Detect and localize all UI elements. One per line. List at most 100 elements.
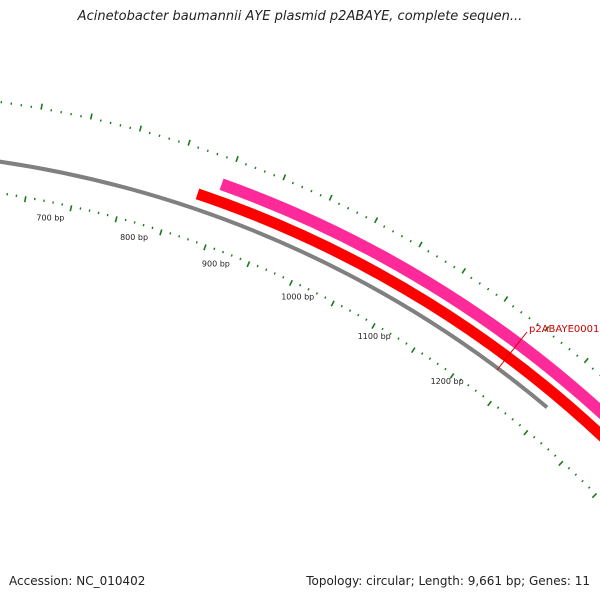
minor-tick [470,276,473,280]
minor-tick [133,221,136,224]
major-tick [418,241,423,248]
minor-tick [540,442,543,445]
major-tick [523,429,529,436]
minor-tick [168,137,171,140]
tick-label: 1200 bp [431,377,464,386]
minor-tick [239,257,242,261]
minor-tick [420,352,424,355]
major-tick [461,267,467,274]
major-tick [371,322,376,329]
minor-tick [119,124,122,127]
minor-tick [273,272,276,275]
minor-tick [213,247,216,251]
minor-tick [435,255,439,258]
minor-tick [587,486,591,489]
minor-tick [186,238,190,241]
minor-tick [553,454,557,457]
minor-tick [365,318,368,321]
minor-tick [263,170,266,173]
minor-tick [365,215,368,219]
minor-tick [273,174,276,177]
minor-tick [129,126,132,130]
minor-tick [576,354,579,357]
major-tick [114,216,118,223]
gene-arc-reverse[interactable] [195,188,600,462]
minor-tick [552,335,555,338]
minor-tick [99,119,102,122]
minor-tick [307,287,310,291]
minor-tick [79,207,82,210]
major-tick [591,492,598,499]
minor-tick [291,181,294,185]
minor-tick [109,121,112,125]
minor-tick [337,202,341,206]
major-tick [330,300,335,307]
tick-label: 800 bp [120,233,148,242]
major-tick [449,373,455,379]
minor-tick [511,305,515,308]
minor-tick [299,283,302,287]
minor-tick [444,260,447,264]
minor-tick [216,152,219,156]
minor-tick [495,293,498,297]
minor-tick [496,406,500,409]
minor-tick [528,316,531,320]
gene-label[interactable]: p2ABAYE0001 [529,324,599,335]
major-tick [503,296,509,302]
major-tick [89,113,93,120]
minor-tick [256,264,259,268]
major-tick [138,125,143,132]
minor-tick [511,418,514,421]
minor-tick [381,327,384,331]
minor-tick [88,209,91,212]
minor-tick [478,282,481,285]
minor-tick [282,276,285,279]
minor-tick [532,435,536,439]
major-tick [487,400,493,407]
topology-summary-text: Topology: circular; Length: 9,661 bp; Ge… [306,574,590,588]
minor-tick [230,254,233,257]
minor-tick [518,423,522,427]
minor-tick [568,347,571,351]
major-tick [235,155,239,163]
backbone-circle [0,159,549,409]
minor-tick [428,357,432,360]
minor-tick [560,341,563,345]
minor-tick [436,362,439,366]
minor-tick [310,189,313,193]
minor-tick [459,378,462,382]
minor-tick [265,268,268,272]
minor-tick [348,309,352,312]
inner-tick-ring [6,193,598,499]
minor-tick [482,395,485,398]
major-tick [23,196,27,203]
tick-label: 1100 bp [358,332,391,341]
map-title: Acinetobacter baumannii AYE plasmid p2AB… [77,9,523,24]
minor-tick [106,213,109,217]
major-tick [159,229,163,236]
major-tick [558,460,564,467]
minor-tick [397,337,400,340]
major-tick [328,194,333,201]
major-tick [373,217,379,224]
gene-arc-forward[interactable] [219,178,600,449]
minor-tick [324,296,327,299]
minor-tick [574,473,578,476]
tick-label: 900 bp [202,260,230,269]
minor-tick [357,313,360,317]
minor-tick [197,146,200,149]
outer-tick-ring [0,100,600,377]
minor-tick [547,448,550,451]
minor-tick [151,226,154,230]
gene-label-leader-line [496,331,528,371]
major-tick [583,357,589,364]
minor-tick [124,218,127,222]
minor-tick [567,466,571,470]
minor-tick [581,479,584,483]
minor-tick [520,310,523,314]
tick-label: 700 bp [36,214,64,223]
accession-text: Accession: NC_010402 [9,574,146,588]
